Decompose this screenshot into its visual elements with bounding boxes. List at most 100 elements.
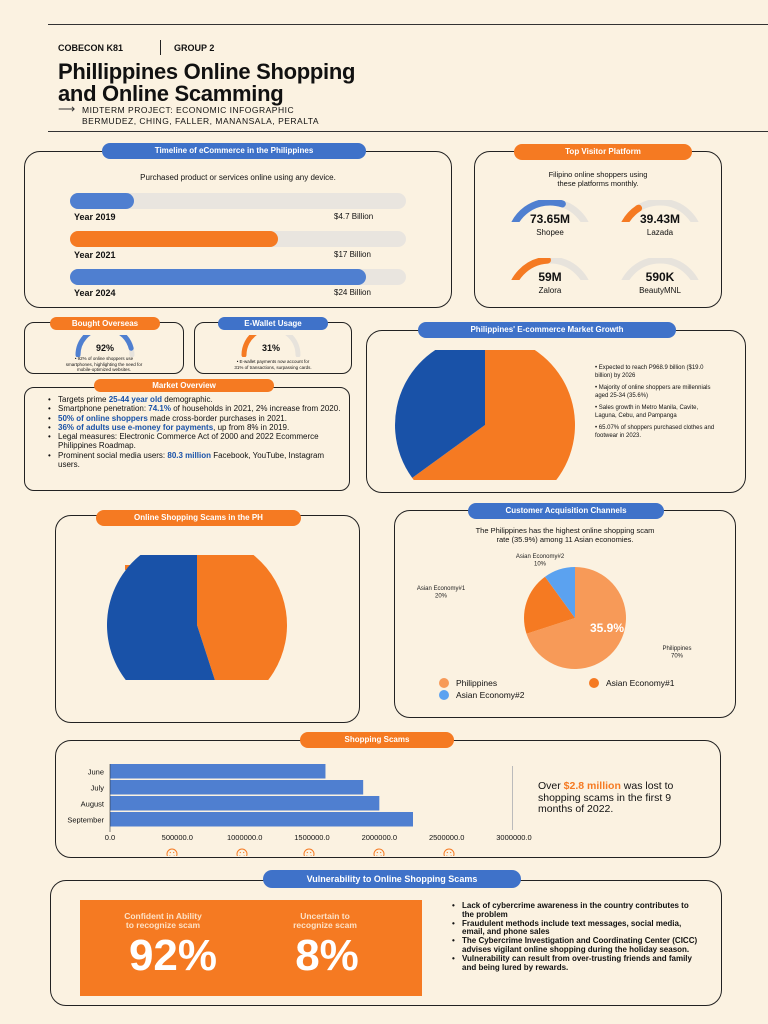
smiley-icon — [443, 848, 455, 856]
smiley-icon — [373, 848, 385, 856]
x-tick-label: 2500000.0 — [429, 833, 464, 842]
timeline-value: $24 Billion — [334, 288, 371, 297]
timeline-year: Year 2021 — [74, 250, 116, 260]
pie-slice-label: Philippines — [662, 646, 691, 652]
overview-item: Targets prime 25-44 year old demographic… — [46, 395, 342, 405]
overview-item: Smartphone penetration: 74.1% of househo… — [46, 404, 342, 414]
course-code: COBECON K81 — [58, 43, 124, 53]
page-title-line2: and Online Scamming — [58, 81, 284, 106]
platform-name: Lazada — [646, 228, 674, 237]
timeline-value: $17 Billion — [334, 250, 371, 259]
platform-gauge-fill — [511, 200, 566, 222]
acquisition-caption-line1: The Philippines has the highest online s… — [475, 526, 655, 535]
legend-swatch — [589, 678, 599, 688]
platform-gauge — [511, 200, 589, 222]
shopping-scams-text: Over $2.8 million was lost to shopping s… — [538, 780, 674, 815]
page-title-line1: Phillippines Online Shopping — [58, 59, 356, 84]
bar-category-label: June — [88, 767, 104, 776]
overview-item: Legal measures: Electronic Commerce Act … — [46, 432, 342, 451]
vulnerability-bullet: Lack of cybercrime awareness in the coun… — [450, 901, 698, 920]
pie-slice — [395, 350, 485, 478]
acquisition-title: Customer Acquisition Channels — [468, 503, 664, 519]
vulnerability-bullets: Lack of cybercrime awareness in the coun… — [450, 901, 698, 973]
page-title: Phillippines Online Shopping and Online … — [58, 61, 355, 105]
visitor-caption-line1: Filipino online shoppers using — [548, 170, 648, 179]
overseas-gauge-fill — [75, 335, 134, 357]
timeline-bar-fill — [70, 269, 366, 285]
timeline-bar-track — [70, 193, 406, 209]
market-growth-notes: • Expected to reach P968.9 billion ($19.… — [595, 365, 715, 445]
platform-gauge — [621, 200, 699, 222]
bar — [110, 780, 364, 795]
visitor-caption: Filipino online shoppers using these pla… — [474, 170, 722, 188]
legend-label: Asian Economy#2 — [456, 690, 525, 700]
ewallet-note-line1: • E-wallet payments now account for — [236, 359, 310, 364]
uncertain-label: Uncertain to recognize scam — [280, 912, 370, 930]
x-tick-label: 1500000.0 — [294, 833, 329, 842]
market-growth-title: Philippines' E-commerce Market Growth — [418, 322, 676, 338]
smiley-icon — [303, 848, 315, 856]
legend-swatch — [439, 678, 449, 688]
confident-label-line1: Confident in Ability — [124, 911, 202, 921]
bar-category-label: September — [67, 815, 104, 824]
pie-slice-label: 10% — [534, 562, 547, 568]
growth-note: • Sales growth in Metro Manila, Cavite, … — [595, 405, 699, 419]
bar — [110, 796, 380, 811]
scams-ph-card — [55, 515, 360, 723]
growth-note: • Expected to reach P968.9 billion ($19.… — [595, 365, 704, 379]
vulnerability-bullet: Vulnerability can result from over-trust… — [450, 954, 698, 973]
group-label: GROUP 2 — [174, 43, 215, 53]
gender-pie-chart: MaleFemale — [395, 350, 575, 480]
bar-category-label: August — [81, 799, 105, 808]
bar — [110, 764, 326, 779]
subtitle: MIDTERM PROJECT: ECONOMIC INFOGRAPHIC BE… — [82, 105, 319, 127]
confident-label: Confident in Ability to recognize scam — [104, 912, 222, 930]
ewallet-gauge-fill — [241, 335, 257, 357]
ewallet-note-line2: 31% of transactions, surpassing cards. — [234, 364, 312, 370]
platform-name: Shopee — [536, 228, 564, 237]
growth-note: • 65.07% of shoppers purchased clothes a… — [595, 425, 715, 439]
overseas-value: 92% — [95, 343, 114, 353]
legend-swatch — [439, 690, 449, 700]
timeline-year: Year 2019 — [74, 212, 116, 222]
vulnerability-title: Vulnerability to Online Shopping Scams — [263, 870, 521, 888]
pie-slice-label: 20% — [435, 594, 448, 600]
vulnerability-stat-panel — [80, 900, 422, 996]
vulnerability-bullet: The Cybercrime Investigation and Coordin… — [450, 936, 698, 955]
pie-slice — [526, 567, 626, 669]
market-overview-title: Market Overview — [94, 379, 274, 392]
acquisition-caption-line2: rate (35.9%) among 11 Asian economies. — [496, 535, 634, 544]
visitor-title: Top Visitor Platform — [514, 144, 692, 160]
x-tick-label: 1000000.0 — [227, 833, 262, 842]
platform-name: Zalora — [538, 286, 562, 295]
overseas-note-line3: mobile-optimized websites. — [76, 367, 132, 372]
platform-value: 590K — [645, 270, 675, 284]
platform-gauge-fill — [621, 204, 643, 222]
pie-slice — [545, 567, 575, 618]
smiley-icon — [166, 848, 178, 856]
overseas-gauge — [75, 335, 135, 357]
ewallet-value: 31% — [261, 343, 280, 353]
growth-note: • Majority of online shoppers are millen… — [595, 385, 711, 399]
timeline-bar-fill — [70, 193, 134, 209]
platform-gauge-fill — [511, 258, 551, 280]
x-tick-label: 0.0 — [105, 833, 115, 842]
ewallet-note: • E-wallet payments now account for 31% … — [194, 359, 352, 370]
x-tick-label: 3000000.0 — [496, 833, 531, 842]
pie-slice — [197, 555, 287, 680]
legend-swatch — [125, 565, 130, 570]
pie-slice — [524, 576, 575, 634]
overview-item: Prominent social media users: 80.3 milli… — [46, 451, 342, 470]
platform-gauge — [511, 258, 589, 280]
subtitle-line2: BERMUDEZ, CHING, FALLER, MANANSALA, PERA… — [82, 116, 320, 126]
x-tick-label: 2000000.0 — [362, 833, 397, 842]
platform-value: 39.43M — [639, 212, 681, 226]
bar — [110, 812, 413, 827]
legend-label: Philippines — [456, 678, 497, 688]
confident-value: 92% — [128, 931, 218, 980]
legend-label: Asian Economy#1 — [606, 678, 675, 688]
header-rule — [48, 131, 768, 132]
overview-item: 50% of online shoppers made cross-border… — [46, 414, 342, 424]
uncertain-label-line2: recognize scam — [293, 920, 357, 930]
scam-pie-chart: Takes riskResponse — [107, 555, 287, 680]
